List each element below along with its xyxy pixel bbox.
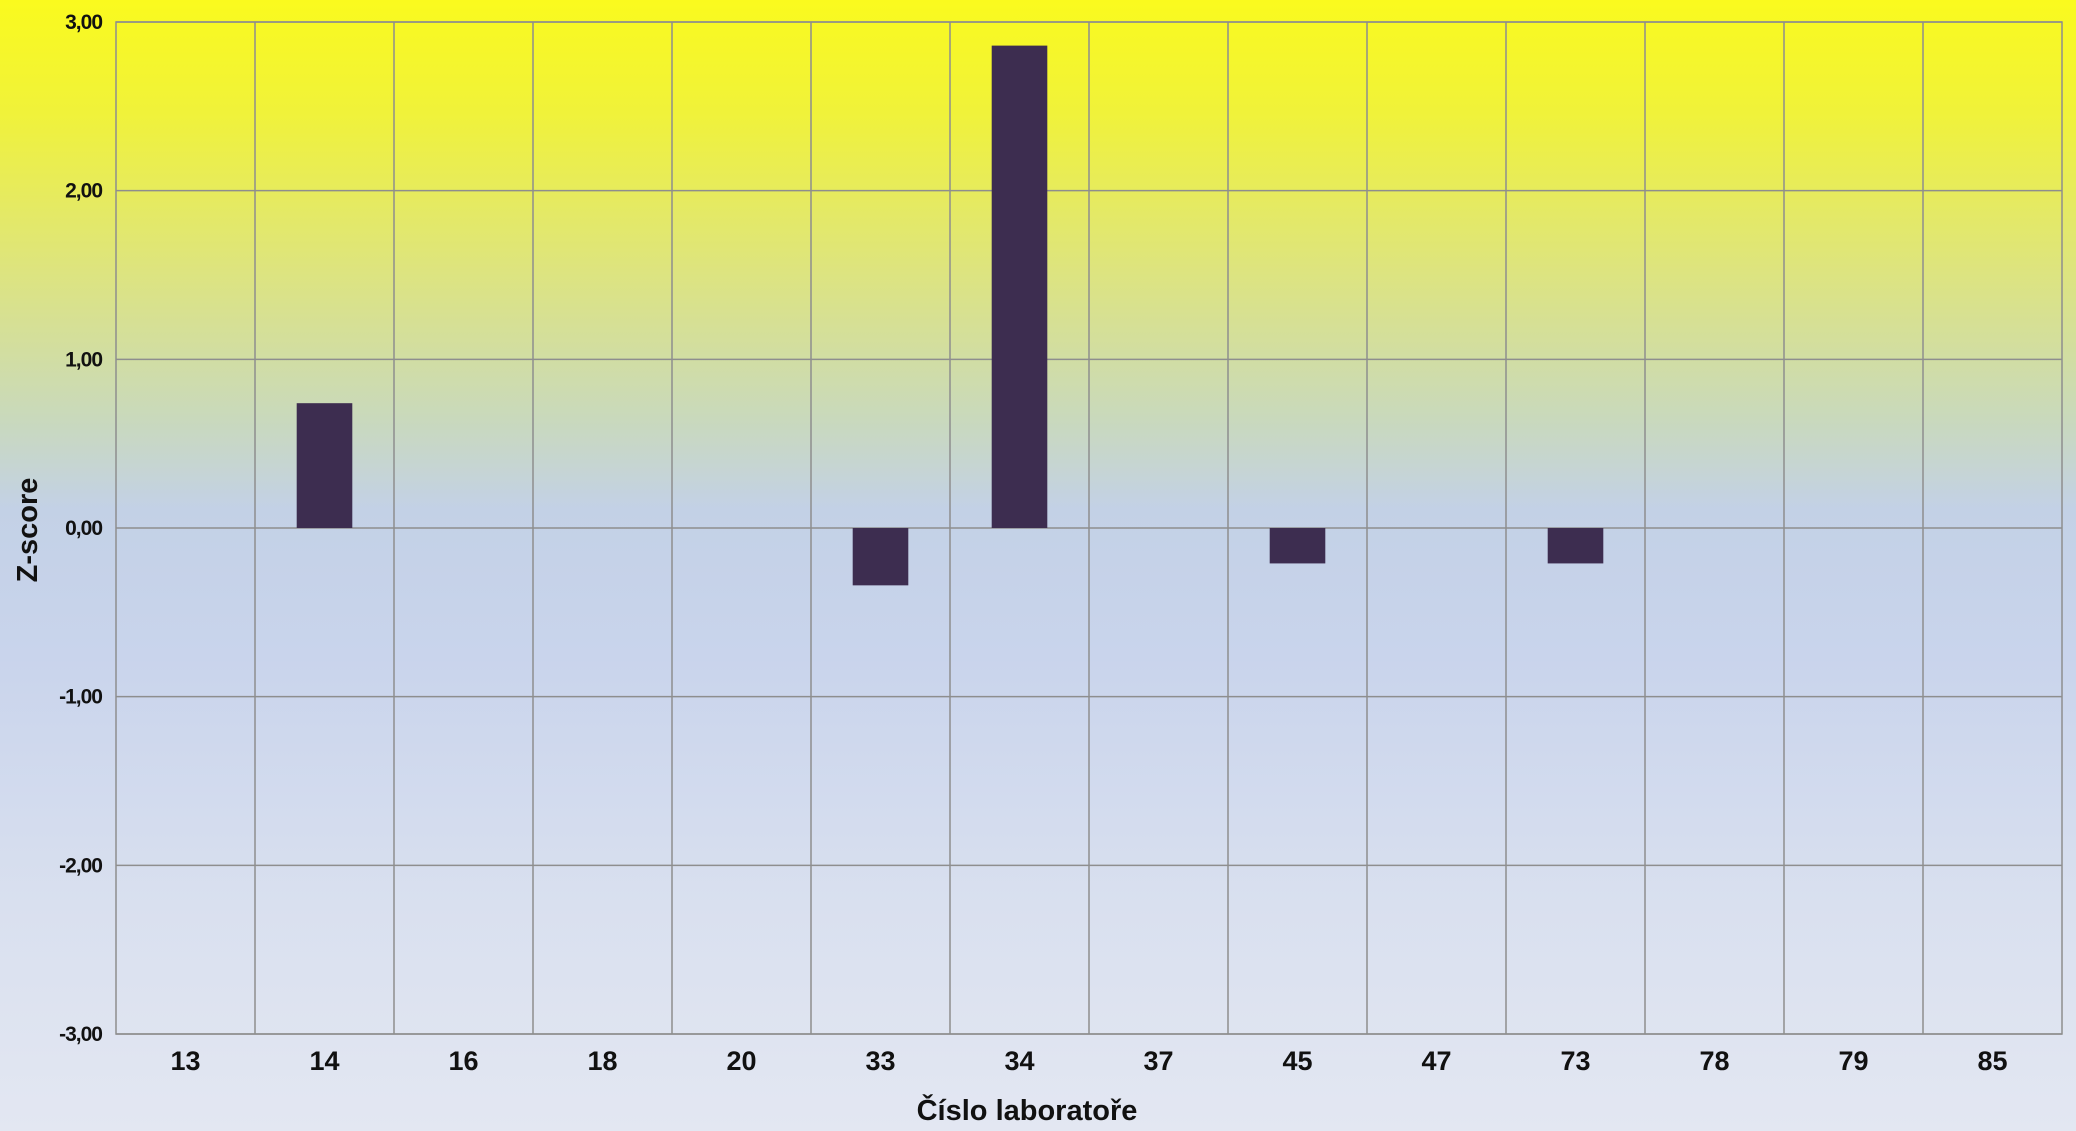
y-tick-label: -1,00	[59, 686, 102, 709]
x-tick-label: 14	[309, 1046, 339, 1076]
x-tick-label: 13	[170, 1046, 200, 1076]
x-tick-label: 47	[1421, 1046, 1451, 1076]
x-axis-ticks: 13 14 16 18 20 33 34 37 45 47 73 78 79 85	[170, 1046, 2007, 1076]
bar-45	[1269, 528, 1326, 564]
bar-33	[852, 528, 909, 586]
y-tick-label: -3,00	[59, 1023, 102, 1046]
y-tick-label: 1,00	[65, 348, 102, 371]
plot-area-border	[115, 21, 2063, 1035]
x-tick-label: 16	[448, 1046, 478, 1076]
x-tick-label: 85	[1977, 1046, 2007, 1076]
x-tick-label: 78	[1699, 1046, 1729, 1076]
x-tick-label: 20	[726, 1046, 756, 1076]
y-tick-label: -2,00	[59, 854, 102, 877]
x-tick-label: 33	[865, 1046, 895, 1076]
y-axis-title: Z-score	[12, 478, 44, 583]
y-axis-ticks: 3,00 2,00 1,00 0,00 -1,00 -2,00 -3,00	[59, 11, 103, 1046]
x-axis-title: Číslo laboratoře	[917, 1093, 1138, 1127]
y-tick-label: 0,00	[65, 517, 102, 540]
x-tick-label: 45	[1282, 1046, 1312, 1076]
bar-34	[991, 45, 1048, 528]
x-tick-label: 73	[1560, 1046, 1590, 1076]
x-tick-label: 79	[1838, 1046, 1868, 1076]
bar-14	[296, 403, 353, 528]
chart-bars	[296, 45, 1604, 586]
chart-grid	[116, 21, 2062, 1035]
x-tick-label: 37	[1143, 1046, 1173, 1076]
bar-73	[1547, 528, 1604, 564]
y-tick-label: 3,00	[65, 11, 102, 34]
y-tick-label: 2,00	[65, 180, 102, 203]
x-tick-label: 34	[1004, 1046, 1034, 1076]
x-tick-label: 18	[587, 1046, 617, 1076]
